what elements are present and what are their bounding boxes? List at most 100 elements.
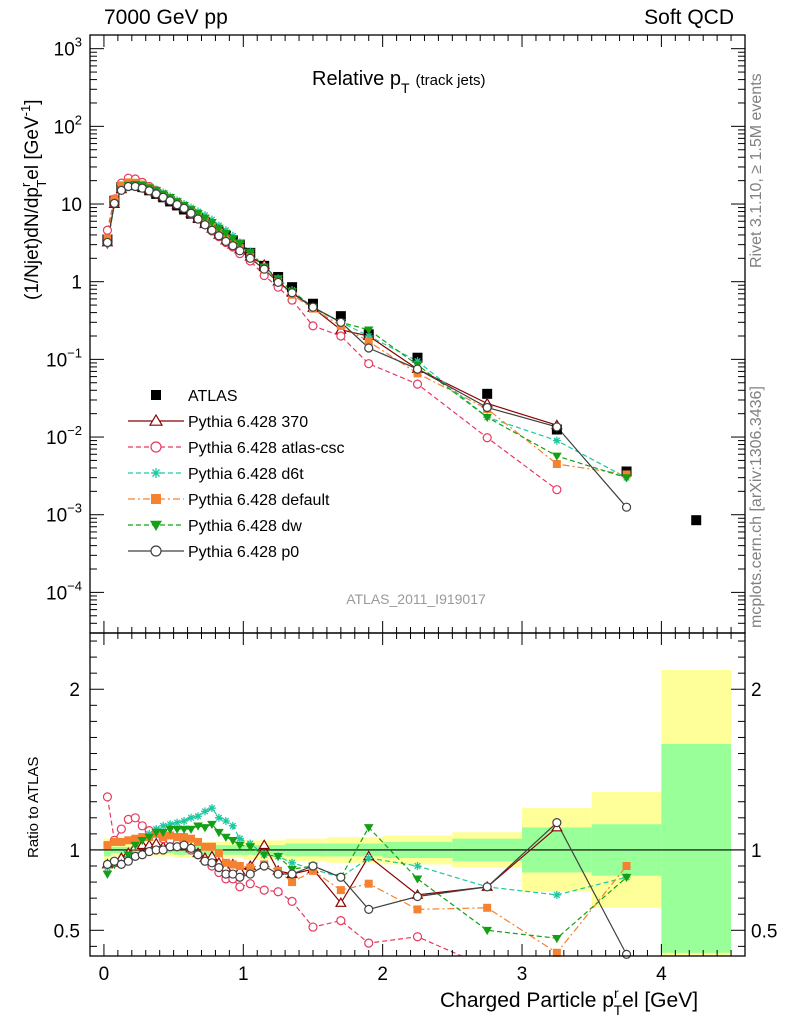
main-point-atlas-31	[691, 515, 702, 526]
ratio-point-d6t-23	[288, 858, 297, 867]
ratio-point-dw-10	[172, 825, 182, 834]
main-point-p0-18	[228, 241, 238, 251]
ratio-point-d6t-10	[173, 818, 182, 827]
main-point-dw-19	[235, 240, 245, 249]
main-point-dw-18	[228, 235, 238, 244]
main-y-tick-label-4: 1	[71, 273, 82, 294]
main-point-dw-29	[552, 452, 562, 461]
main-point-d6t-27	[413, 357, 422, 366]
main-point-atlas-25	[335, 311, 346, 322]
ratio-point-p370-21	[258, 839, 271, 850]
ratio-point-dw-8	[158, 828, 168, 838]
ratio-point-p0-24	[308, 861, 318, 871]
ratio-point-default-2	[117, 837, 126, 846]
ratio-point-atlascsc-23	[287, 896, 297, 906]
ratio-point-default-9	[166, 831, 175, 840]
ratio-point-d6t-9	[166, 820, 175, 829]
x-tick-label-4: 4	[656, 964, 667, 985]
ratio-point-atlascsc-22	[273, 887, 283, 897]
ratio-point-dw-11	[179, 825, 189, 834]
legend-label-dw: Pythia 6.428 dw	[188, 518, 302, 535]
ratio-point-atlascsc-5	[137, 821, 147, 831]
ratio-y-tick-label-right-1: 1	[751, 841, 762, 862]
ratio-point-default-15	[207, 842, 216, 851]
ratio-point-d6t-16	[214, 813, 223, 822]
axis-ticks	[90, 35, 745, 956]
main-point-atlascsc-29	[552, 485, 562, 495]
ratio-point-dw-18	[228, 836, 238, 846]
main-point-p0-17	[221, 236, 231, 247]
main-point-p0-15	[207, 225, 217, 235]
main-point-dw-13	[193, 209, 203, 219]
main-point-default-29	[552, 459, 561, 468]
main-point-atlascsc-25	[336, 331, 346, 341]
main-point-dw-14	[200, 214, 210, 223]
ratio-point-default-23	[288, 878, 297, 887]
main-point-dw-28	[482, 413, 492, 423]
main-point-atlascsc-26	[364, 359, 374, 369]
ratio-point-dw-12	[186, 825, 196, 834]
ratio-point-default-27	[413, 905, 422, 914]
main-point-dw-17	[221, 229, 231, 239]
ratio-point-dw-21	[259, 851, 270, 860]
ratio-point-dw-4	[130, 841, 141, 850]
ratio-point-dw-20	[245, 843, 256, 852]
ratio-y-tick-label-left-1: 1	[69, 841, 80, 862]
ratio-point-dw-6	[144, 833, 155, 842]
main-y-tick-label-2: 10−2	[46, 423, 82, 449]
ratio-point-atlascsc-0	[102, 792, 113, 802]
main-point-p0-26	[364, 343, 374, 353]
ratio-point-d6t-8	[159, 821, 168, 830]
x-tick-label-2: 2	[377, 964, 388, 985]
ratio-point-default-8	[159, 833, 168, 842]
ratio-point-p0-15	[207, 858, 217, 868]
ratio-point-dw-22	[273, 853, 283, 862]
ratio-point-p0-16	[214, 863, 224, 873]
ratio-point-atlascsc-27	[412, 932, 423, 942]
ratio-point-atlascsc-19	[235, 882, 245, 892]
main-point-dw-16	[214, 224, 224, 233]
ratio-point-dw-0	[102, 870, 113, 879]
legend-label-atlascsc: Pythia 6.428 atlas-csc	[188, 440, 345, 457]
main-y-tick-label-5: 10	[61, 195, 82, 216]
x-tick-label-3: 3	[517, 964, 528, 985]
ratio-point-dw-30	[621, 873, 632, 883]
x-tick-label-1: 1	[238, 964, 249, 985]
ratio-point-atlascsc-4	[130, 813, 140, 823]
ratio-point-default-3	[124, 836, 133, 845]
ratio-point-d6t-19	[235, 834, 244, 843]
ratio-point-atlascsc-26	[364, 938, 374, 948]
ratio-point-default-17	[221, 858, 230, 867]
main-point-atlascsc-28	[482, 433, 492, 443]
ratio-y-tick-label-left-2: 2	[69, 680, 80, 701]
ratio-point-p0-19	[235, 872, 245, 882]
legend: ATLAS Pythia 6.428 370 Pythia 6.428 atlas-…	[128, 388, 345, 561]
main-point-d6t-29	[552, 436, 561, 445]
ratio-point-default-13	[194, 837, 203, 846]
main-point-p0-9	[165, 196, 175, 206]
ratio-point-dw-14	[200, 824, 210, 833]
ratio-point-p0-23	[287, 869, 297, 879]
ratio-point-p0-21	[259, 861, 269, 871]
ratio-point-p0-22	[273, 869, 283, 879]
main-point-atlascsc-27	[412, 379, 423, 389]
legend-marker-atlas	[151, 390, 161, 400]
main-point-p0-19	[235, 246, 245, 256]
ratio-point-dw-17	[221, 833, 231, 842]
ratio-point-dw-26	[363, 824, 374, 833]
main-point-dw-20	[245, 248, 256, 257]
ratio-point-default-0	[103, 841, 112, 850]
ratio-point-d6t-26	[364, 853, 373, 862]
ratio-point-d6t-18	[228, 821, 237, 830]
legend-marker-dw	[150, 520, 162, 531]
ratio-point-default-26	[364, 879, 373, 888]
ratio-point-dw-9	[165, 825, 175, 834]
ratio-point-p0-27	[412, 891, 423, 902]
main-point-p0-2	[116, 185, 126, 195]
ratio-point-dw-7	[151, 828, 161, 838]
main-point-p0-1	[109, 198, 119, 208]
ratio-point-default-24	[308, 866, 317, 875]
x-axis-label: Charged Particle pr Tel [GeV]	[440, 985, 698, 1018]
main-point-p0-13	[193, 214, 203, 224]
main-point-p0-29	[552, 422, 562, 432]
